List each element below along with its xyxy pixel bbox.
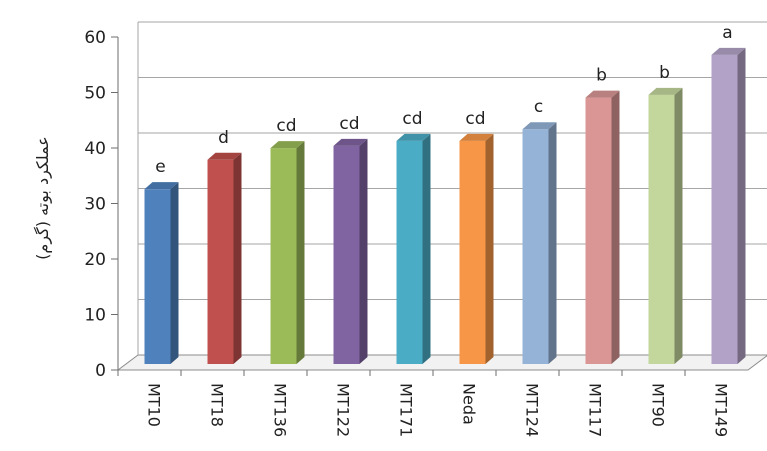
- bar-top: [522, 122, 557, 130]
- y-tick-label: 50: [84, 84, 106, 104]
- bar-top: [459, 133, 494, 141]
- bar-MT149: [711, 47, 746, 365]
- x-tick-label: MT124: [523, 383, 542, 437]
- bar-side: [233, 152, 242, 364]
- x-tick-label: MT122: [334, 383, 353, 437]
- bar-top: [585, 90, 620, 98]
- x-tick-label: MT171: [397, 383, 416, 437]
- significance-letter: cd: [339, 114, 359, 134]
- significance-letters: e d cd cd cd cd c b b a: [155, 23, 732, 177]
- x-tick-labels: MT10 MT18 MT136 MT122 MT171 Neda MT124 MT117 MT9…: [145, 383, 731, 437]
- bar-top: [207, 152, 242, 160]
- bar-top: [333, 138, 368, 146]
- bar-side: [296, 141, 305, 364]
- significance-letter: b: [659, 63, 670, 83]
- bar-MT90: [648, 87, 683, 364]
- bar-side: [548, 122, 557, 364]
- bar-top: [270, 141, 305, 149]
- bar-MT122: [333, 138, 368, 364]
- bar-side: [485, 133, 494, 364]
- x-tick-label: MT136: [271, 383, 290, 437]
- bar-front: [270, 148, 297, 364]
- significance-letter: d: [218, 128, 229, 148]
- y-tick-label: 40: [84, 139, 106, 159]
- y-axis-label: عملکرد بوته (گرم): [33, 136, 53, 260]
- bar-MT136: [270, 141, 305, 364]
- bar-front: [207, 159, 234, 364]
- y-tick-labels: 0 10 20 30 40 50 60: [84, 28, 106, 381]
- bar-side: [422, 133, 431, 364]
- significance-letter: cd: [402, 109, 422, 129]
- significance-letter: cd: [276, 116, 296, 136]
- bar-top: [711, 47, 746, 55]
- x-tick-label: MT149: [712, 383, 731, 437]
- bar-front: [711, 54, 738, 365]
- bar-side: [611, 90, 620, 364]
- x-tick-label: MT90: [649, 383, 668, 427]
- bar-side: [674, 87, 683, 364]
- bar-side: [359, 138, 368, 364]
- x-tick-label: MT10: [145, 383, 164, 427]
- bar-MT171: [396, 133, 431, 364]
- bar-side: [170, 182, 179, 364]
- x-tick-label: Neda: [460, 383, 479, 425]
- significance-letter: cd: [465, 109, 485, 129]
- x-tick-label: MT117: [586, 383, 605, 437]
- bar-front: [144, 189, 171, 364]
- bar-Neda: [459, 133, 494, 364]
- bar-side: [737, 47, 746, 365]
- bar-top: [396, 133, 431, 141]
- y-tick-label: 60: [84, 28, 106, 48]
- significance-letter: e: [155, 157, 165, 177]
- y-tick-label: 0: [95, 361, 106, 381]
- y-tick-label: 30: [84, 195, 106, 215]
- y-tick-label: 10: [84, 306, 106, 326]
- bar-front: [522, 129, 549, 364]
- bar-front: [585, 97, 612, 364]
- bar-front: [396, 140, 423, 364]
- significance-letter: a: [722, 23, 732, 43]
- y-tick-label: 20: [84, 250, 106, 270]
- significance-letter: b: [596, 66, 607, 86]
- bar-front: [333, 145, 360, 364]
- bar-MT10: [144, 182, 179, 364]
- bar-MT124: [522, 122, 557, 364]
- x-tick-label: MT18: [208, 383, 227, 427]
- bars: [144, 47, 746, 365]
- bar-front: [648, 94, 675, 364]
- bar-MT117: [585, 90, 620, 364]
- significance-letter: c: [534, 97, 543, 117]
- bar-front: [459, 140, 486, 364]
- bar-top: [144, 182, 179, 190]
- bar-top: [648, 87, 683, 95]
- bar-MT18: [207, 152, 242, 364]
